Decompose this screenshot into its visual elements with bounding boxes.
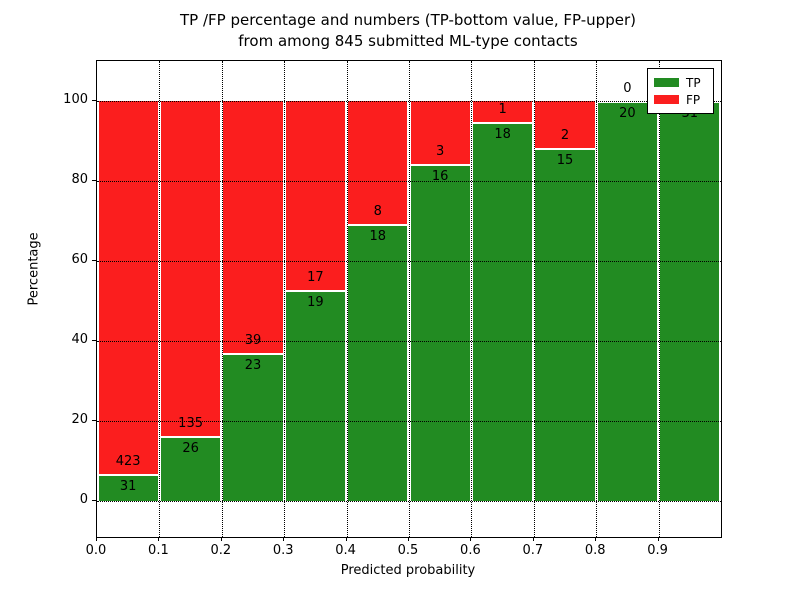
x-tick-label: 0.8 xyxy=(584,543,606,558)
x-tick-label: 0.3 xyxy=(272,543,294,558)
x-tick-mark xyxy=(96,537,97,541)
fp-bar-segment xyxy=(98,101,158,474)
fp-count-label: 39 xyxy=(244,332,262,348)
y-axis-label: Percentage xyxy=(26,232,42,306)
vertical-gridline xyxy=(346,61,349,537)
x-tick-label: 0.2 xyxy=(210,543,232,558)
tp-bar-segment xyxy=(285,289,346,501)
fp-count-label: 423 xyxy=(115,453,141,469)
fp-bar-segment xyxy=(348,101,408,225)
fp-count-label: 1 xyxy=(498,102,507,118)
x-tick-label: 0.6 xyxy=(460,543,481,558)
y-tick-mark xyxy=(92,340,96,341)
vertical-gridline xyxy=(533,61,536,537)
horizontal-gridline xyxy=(97,341,721,343)
x-tick-mark xyxy=(532,537,534,541)
tp-bar-segment xyxy=(660,101,720,501)
x-tick-label: 0.1 xyxy=(148,543,169,558)
fp-bar-segment xyxy=(472,101,533,123)
tp-bar-segment xyxy=(223,352,283,501)
tp-bar-segment xyxy=(535,148,595,501)
tp-bar-segment xyxy=(410,164,470,501)
x-tick-label: 0.9 xyxy=(647,543,668,558)
x-tick-mark xyxy=(283,537,285,541)
x-tick-mark xyxy=(657,537,659,541)
vertical-gridline xyxy=(471,61,473,537)
vertical-gridline xyxy=(409,61,411,537)
y-tick-label: 60 xyxy=(71,252,88,267)
y-tick-mark xyxy=(92,500,96,501)
fp-count-label: 2 xyxy=(560,128,570,144)
legend-label-fp: FP xyxy=(686,92,701,107)
vertical-gridline xyxy=(221,61,224,537)
x-axis-label: Predicted probability xyxy=(340,563,476,578)
tp-bar-segment xyxy=(160,436,221,501)
tp-color-swatch xyxy=(654,78,679,87)
x-tick-mark xyxy=(345,537,347,541)
legend-entry-fp: FP xyxy=(654,94,707,106)
tp-count-label: 18 xyxy=(369,229,387,245)
tp-count-label: 23 xyxy=(244,357,262,373)
y-tick-label: 40 xyxy=(71,332,88,347)
y-tick-label: 80 xyxy=(71,172,88,187)
fp-bar-segment xyxy=(285,101,346,290)
chart-title-line2: from among 845 submitted ML-type contact… xyxy=(238,32,578,50)
fp-color-swatch xyxy=(654,95,679,104)
horizontal-gridline xyxy=(97,101,721,103)
tp-bar-segment xyxy=(472,122,533,501)
tp-count-label: 16 xyxy=(431,169,449,185)
tp-count-label: 31 xyxy=(119,478,137,494)
fp-count-label: 8 xyxy=(373,204,382,220)
horizontal-gridline xyxy=(97,181,721,183)
fp-count-label: 0 xyxy=(623,81,632,96)
tp-count-label: 26 xyxy=(182,441,199,457)
x-tick-label: 0.0 xyxy=(85,543,107,558)
fp-bar-segment xyxy=(223,101,283,353)
horizontal-gridline xyxy=(97,261,721,263)
vertical-gridline xyxy=(658,61,661,537)
y-tick-mark xyxy=(92,100,96,101)
tp-count-label: 19 xyxy=(307,294,324,310)
chart-title: TP /FP percentage and numbers (TP-bottom… xyxy=(96,10,720,52)
tp-count-label: 15 xyxy=(556,153,574,169)
fp-bar-segment xyxy=(410,101,470,165)
y-tick-label: 100 xyxy=(63,92,88,107)
vertical-gridline xyxy=(596,61,598,537)
vertical-gridline xyxy=(159,61,161,537)
tp-count-label: 18 xyxy=(494,127,511,143)
legend-label-tp: TP xyxy=(686,75,701,90)
horizontal-gridline xyxy=(97,421,721,423)
x-tick-mark xyxy=(158,537,160,541)
x-tick-mark xyxy=(595,537,597,541)
y-tick-mark xyxy=(92,260,96,261)
x-tick-mark xyxy=(408,537,409,541)
legend-entry-tp: TP xyxy=(654,77,707,89)
fp-bar-segment xyxy=(160,101,221,437)
x-tick-label: 0.7 xyxy=(522,543,544,558)
chart-title-line1: TP /FP percentage and numbers (TP-bottom… xyxy=(180,11,636,29)
fp-count-label: 135 xyxy=(178,416,203,432)
plot-area: 423311352639231719818316118215020031 TP … xyxy=(96,60,722,538)
x-tick-label: 0.5 xyxy=(397,543,419,558)
y-tick-label: 0 xyxy=(79,492,88,507)
y-tick-mark xyxy=(92,180,96,181)
fp-bar-segment xyxy=(535,101,595,149)
tp-count-label: 20 xyxy=(619,106,636,121)
tp-bar-segment xyxy=(98,473,158,501)
x-tick-mark xyxy=(470,537,472,541)
x-tick-mark xyxy=(220,537,222,541)
horizontal-gridline xyxy=(97,501,721,503)
tp-bar-segment xyxy=(348,224,408,501)
fp-count-label: 3 xyxy=(436,144,445,160)
y-tick-label: 20 xyxy=(71,412,88,427)
y-tick-mark xyxy=(92,420,96,421)
legend: TP FP xyxy=(647,68,714,114)
fp-count-label: 17 xyxy=(307,269,324,285)
x-tick-label: 0.4 xyxy=(335,543,356,558)
tp-bar-segment xyxy=(597,101,658,501)
vertical-gridline xyxy=(284,61,286,537)
